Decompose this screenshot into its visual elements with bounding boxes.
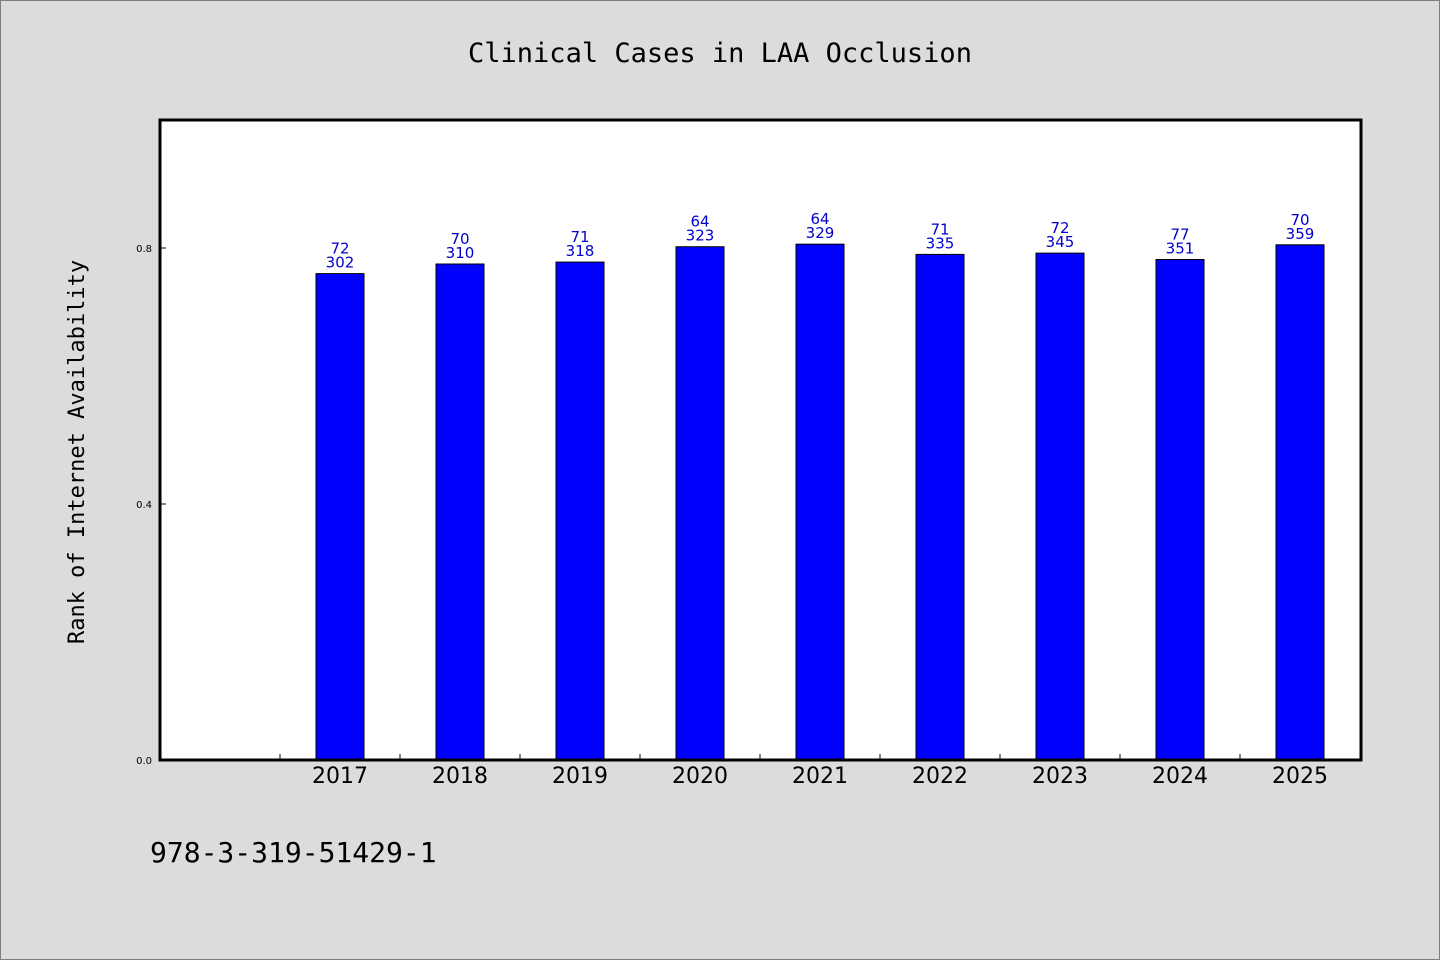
data-label-top: 71 <box>570 228 589 246</box>
data-label-bottom: 351 <box>1166 240 1195 258</box>
bar-2021 <box>795 243 845 761</box>
data-label-top: 72 <box>330 240 349 258</box>
bar-2025 <box>1275 244 1325 761</box>
data-label-bottom: 329 <box>806 224 835 242</box>
x-tick-label: 2022 <box>912 764 968 789</box>
data-label-top: 70 <box>1290 211 1309 229</box>
data-label-bottom: 345 <box>1046 233 1075 251</box>
x-tick-label: 2021 <box>792 764 848 789</box>
x-tick-label: 2018 <box>432 764 488 789</box>
chart-title: Clinical Cases in LAA Occlusion <box>468 38 972 69</box>
y-tick-label: 0.8 <box>136 244 152 255</box>
x-tick-label: 2020 <box>672 764 728 789</box>
data-label-top: 77 <box>1170 226 1189 244</box>
bar-2019 <box>555 261 605 761</box>
bar-2023 <box>1035 252 1085 761</box>
y-axis-label: Rank of Internet Availability <box>65 260 90 644</box>
x-tick-label: 2017 <box>312 764 368 789</box>
data-label-top: 64 <box>810 210 829 228</box>
data-label-top: 72 <box>1050 219 1069 237</box>
y-tick-label: 0.4 <box>136 500 152 511</box>
bar-2022 <box>915 253 965 761</box>
bar-2018 <box>435 263 485 761</box>
x-tick-label: 2024 <box>1152 764 1208 789</box>
data-label-top: 70 <box>450 230 469 248</box>
y-tick-label: 0.0 <box>136 756 152 767</box>
data-label-bottom: 323 <box>686 227 715 245</box>
footnote-isbn: 978-3-319-51429-1 <box>150 836 437 869</box>
data-label-top: 71 <box>930 220 949 238</box>
bar-2024 <box>1155 259 1205 761</box>
bars-group <box>315 243 1325 761</box>
bar-2017 <box>315 273 365 761</box>
ticks-group: 0.0 0.4 0.8 2017 2018 2019 2020 2021 2022 2023 202… <box>136 244 1361 789</box>
data-label-bottom: 359 <box>1286 225 1315 243</box>
data-label-bottom: 318 <box>566 242 595 260</box>
data-label-top: 64 <box>690 213 709 231</box>
bar-2020 <box>675 246 725 761</box>
x-tick-label: 2023 <box>1032 764 1088 789</box>
x-tick-label: 2019 <box>552 764 608 789</box>
data-label-bottom: 302 <box>326 254 355 272</box>
plot-border <box>158 118 1363 762</box>
x-tick-label: 2025 <box>1272 764 1328 789</box>
data-label-bottom: 310 <box>446 244 475 262</box>
data-label-bottom: 335 <box>926 234 955 252</box>
